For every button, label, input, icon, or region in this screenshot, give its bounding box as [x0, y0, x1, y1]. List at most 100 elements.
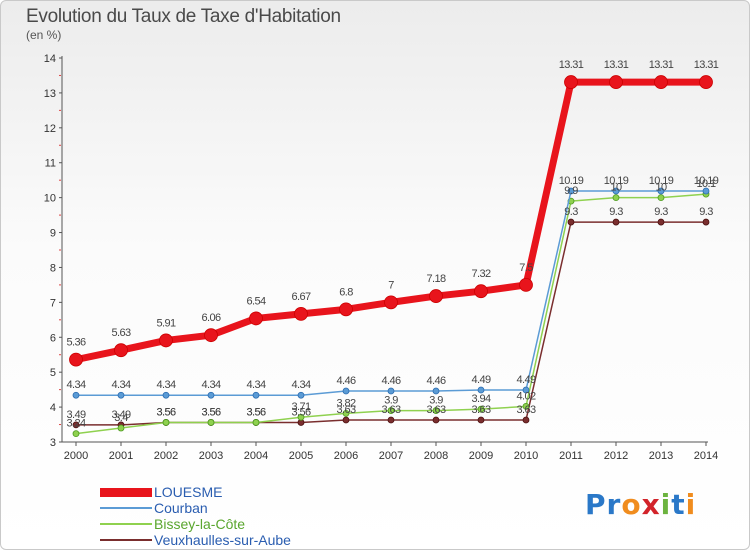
data-point-louesme [249, 311, 263, 326]
data-label-louesme: 6.06 [201, 312, 220, 324]
data-point-courban [117, 391, 125, 399]
data-point-louesme [519, 278, 533, 292]
data-label-veuxhaulles-sur-aube: 3.63 [381, 404, 400, 416]
data-label-courban: 4.34 [246, 379, 265, 391]
legend-swatch [100, 523, 152, 525]
data-label-courban: 4.34 [111, 379, 130, 391]
data-label-courban: 4.49 [516, 374, 535, 386]
data-label-louesme: 5.91 [156, 317, 175, 329]
data-point-bissey-la-c-te [657, 194, 665, 202]
legend-label: LOUESME [154, 484, 223, 500]
data-point-veuxhaulles-sur-aube [612, 218, 620, 226]
data-label-courban: 4.46 [426, 375, 445, 387]
data-label-veuxhaulles-sur-aube: 3.56 [156, 406, 175, 418]
data-label-louesme: 6.67 [291, 291, 310, 303]
data-point-courban [252, 391, 260, 399]
x-tick-label: 2008 [424, 450, 448, 462]
data-label-veuxhaulles-sur-aube: 3.49 [66, 409, 85, 421]
data-label-bissey-la-c-te: 4.02 [516, 390, 535, 402]
data-point-louesme [114, 343, 128, 358]
data-label-veuxhaulles-sur-aube: 9.3 [699, 206, 713, 218]
data-label-veuxhaulles-sur-aube: 9.3 [564, 206, 578, 218]
x-tick-label: 2002 [154, 450, 178, 462]
legend-label: Bissey-la-Côte [154, 516, 246, 532]
data-point-louesme [384, 295, 398, 310]
chart-title: Evolution du Taux de Taxe d'Habitation [26, 6, 341, 27]
x-tick-label: 2007 [379, 450, 403, 462]
data-point-bissey-la-c-te [207, 419, 215, 426]
data-label-veuxhaulles-sur-aube: 3.63 [471, 404, 490, 416]
data-label-veuxhaulles-sur-aube: 3.56 [246, 406, 265, 418]
legend: LOUESME Courban Bissey-la-Côte Veuxhaulles-… [100, 484, 291, 548]
data-point-veuxhaulles-sur-aube [72, 421, 80, 429]
y-tick-label: 3 [50, 437, 56, 449]
data-label-courban: 4.46 [336, 375, 355, 387]
data-label-veuxhaulles-sur-aube: 3.63 [336, 404, 355, 416]
data-label-louesme: 7.5 [519, 262, 533, 274]
data-point-bissey-la-c-te [522, 402, 530, 410]
data-label-bissey-la-c-te: 3.24 [66, 418, 85, 430]
data-label-courban: 4.34 [66, 379, 85, 391]
data-point-veuxhaulles-sur-aube [477, 416, 485, 424]
x-tick-label: 2001 [109, 450, 133, 462]
data-point-courban [567, 187, 575, 195]
data-point-louesme [699, 75, 713, 89]
data-label-courban: 4.34 [291, 379, 310, 391]
y-tick-label: 13 [44, 88, 56, 100]
data-point-courban [522, 386, 530, 394]
y-tick-label: 7 [50, 297, 56, 309]
data-label-bissey-la-c-te: 3.94 [471, 393, 490, 405]
data-label-louesme: 13.31 [649, 59, 674, 71]
data-label-louesme: 7 [388, 279, 394, 291]
x-tick-label: 2000 [64, 450, 88, 462]
data-point-courban [162, 391, 170, 399]
data-point-courban [297, 391, 305, 399]
legend-item: Courban [100, 500, 291, 516]
y-tick-label: 12 [44, 123, 56, 135]
data-point-veuxhaulles-sur-aube [522, 416, 530, 424]
data-label-courban: 10.19 [649, 175, 674, 187]
data-label-bissey-la-c-te: 10 [655, 182, 667, 194]
data-label-veuxhaulles-sur-aube: 3.63 [426, 404, 445, 416]
y-tick-label: 11 [45, 158, 56, 170]
data-label-veuxhaulles-sur-aube: 3.56 [291, 406, 310, 418]
y-tick-label: 8 [50, 262, 56, 274]
y-tick-label: 4 [50, 402, 56, 414]
data-label-louesme: 5.63 [111, 327, 130, 339]
data-point-bissey-la-c-te [252, 419, 260, 426]
data-point-louesme [609, 75, 623, 89]
data-label-louesme: 5.36 [66, 337, 85, 349]
data-point-veuxhaulles-sur-aube [342, 416, 350, 424]
chart-subtitle: (en %) [26, 28, 62, 42]
data-point-bissey-la-c-te [72, 430, 80, 438]
data-label-bissey-la-c-te: 9.9 [564, 185, 578, 197]
data-point-courban [657, 187, 665, 195]
x-tick-label: 2005 [289, 450, 313, 462]
data-label-louesme: 13.31 [694, 59, 719, 71]
x-tick-label: 2010 [514, 450, 538, 462]
data-point-courban [72, 391, 80, 399]
data-point-bissey-la-c-te [297, 413, 305, 421]
data-label-courban: 4.34 [201, 379, 220, 391]
data-point-courban [207, 391, 215, 399]
x-tick-label: 2014 [694, 450, 718, 462]
data-point-louesme [159, 333, 173, 348]
data-label-courban: 10.19 [604, 175, 629, 187]
y-tick-label: 10 [44, 193, 56, 205]
data-label-louesme: 13.31 [559, 59, 584, 71]
data-point-louesme [339, 302, 353, 317]
legend-swatch [100, 507, 152, 509]
x-tick-label: 2012 [604, 450, 628, 462]
x-tick-label: 2006 [334, 450, 358, 462]
data-label-louesme: 6.8 [339, 286, 353, 298]
legend-label: Courban [154, 500, 208, 516]
data-label-courban: 4.46 [381, 375, 400, 387]
x-tick-label: 2009 [469, 450, 493, 462]
data-point-bissey-la-c-te [342, 409, 350, 417]
legend-item: Veuxhaulles-sur-Aube [100, 532, 291, 548]
data-label-veuxhaulles-sur-aube: 3.56 [201, 406, 220, 418]
legend-swatch [100, 487, 152, 497]
data-point-veuxhaulles-sur-aube [387, 416, 395, 424]
data-label-louesme: 6.54 [246, 295, 265, 307]
data-label-courban: 4.49 [471, 374, 490, 386]
